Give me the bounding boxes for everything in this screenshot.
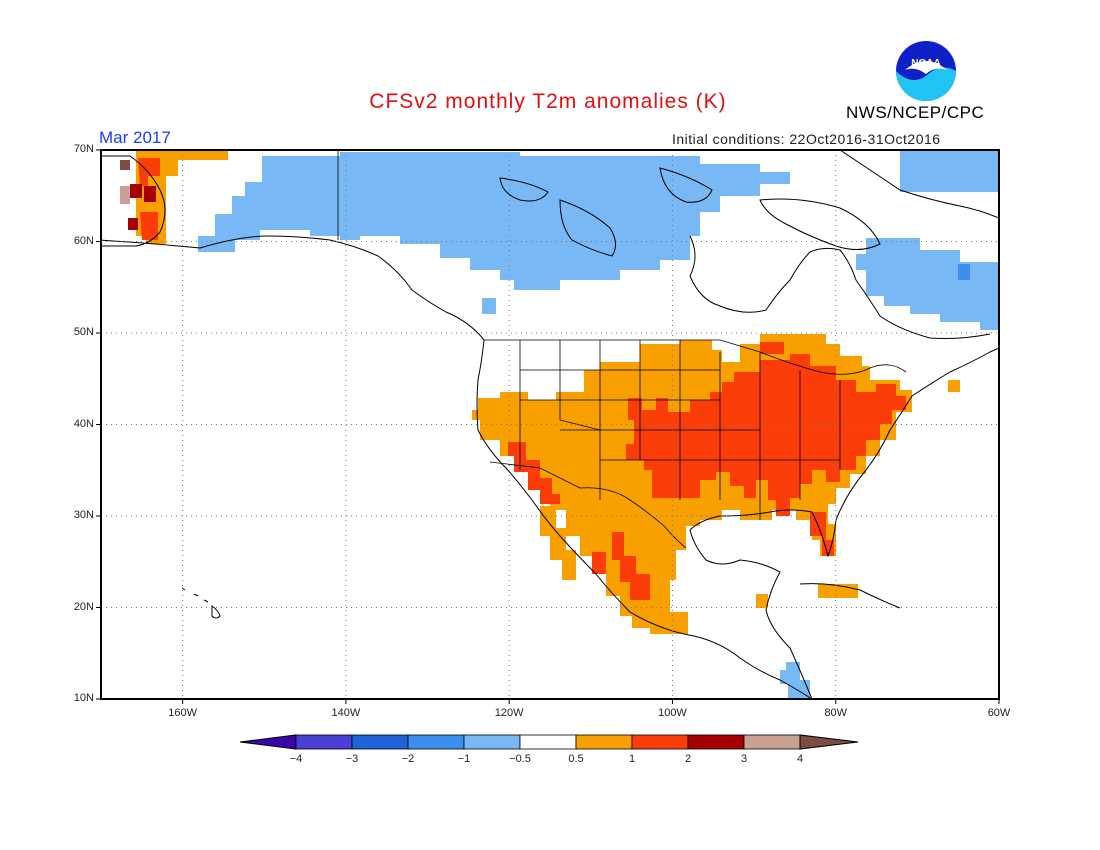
- cold-region-small-1: [482, 298, 496, 314]
- forecast-month: Mar 2017: [99, 128, 171, 147]
- cold-region-moderate: [958, 264, 970, 280]
- colorbar-box: [631, 734, 689, 750]
- colorbar-label: −3: [345, 753, 359, 765]
- colorbar-label: 1: [628, 753, 636, 765]
- cold-region-greenland: [900, 150, 999, 192]
- colorbar-box: [407, 734, 465, 750]
- strong-warm-mexico: [612, 532, 650, 600]
- agency-label: NWS/NCEP/CPC: [846, 103, 985, 122]
- colorbar-label: −0.5: [509, 753, 531, 765]
- strong-warm-great-lakes: [760, 342, 784, 354]
- max-warm-patch: [120, 160, 130, 170]
- lon-label: 100W: [658, 707, 687, 719]
- political-borders: [337, 150, 907, 549]
- strong-warm-mexico-west: [592, 552, 606, 574]
- strong-warm-southwest: [508, 442, 560, 504]
- very-warm-patch-3: [128, 218, 138, 230]
- gulf-coast: [689, 347, 999, 699]
- initial-conditions: Initial conditions: 22Oct2016-31Oct2016: [672, 131, 941, 147]
- cold-region-labrador: [856, 238, 998, 330]
- map-content: [101, 150, 999, 699]
- warm-region-baja: [540, 506, 576, 580]
- hudson-bay: [689, 235, 991, 339]
- us-mexico-border: [489, 461, 687, 549]
- very-warm-patch-1: [130, 184, 142, 198]
- very-strong-warm-anomaly-regions: [128, 184, 156, 230]
- colorbar-arrow-low: [239, 734, 297, 750]
- coastlines: [101, 150, 999, 699]
- colorbar-box: [575, 734, 633, 750]
- colorbar-box: [519, 734, 577, 750]
- lat-label: 20N: [73, 600, 94, 613]
- cold-region-canada-north: [198, 152, 790, 290]
- colorbar-arrow-high: [799, 734, 859, 750]
- lat-label: 50N: [73, 326, 94, 338]
- strong-warm-siberia-2: [140, 212, 158, 240]
- arctic-island-3: [499, 177, 549, 202]
- lat-label: 70N: [73, 143, 94, 155]
- cuba: [799, 583, 901, 609]
- colorbar-box: [743, 734, 801, 750]
- hawaii: [181, 587, 221, 619]
- us-canada-border: [484, 339, 907, 375]
- colorbar-label: 0.5: [568, 753, 584, 765]
- extreme-warm-patch-1: [120, 186, 130, 196]
- north-america-west-coast: [101, 235, 813, 699]
- colorbar-label: 2: [684, 753, 692, 765]
- colorbar-label: 3: [740, 753, 748, 765]
- colorbar-box: [687, 734, 745, 750]
- colorbar-box: [295, 734, 353, 750]
- extreme-warm-patch-2: [120, 196, 130, 204]
- lon-label: 140W: [331, 707, 361, 719]
- extreme-warm-anomaly-regions: [120, 186, 130, 204]
- lon-label: 60W: [987, 707, 1011, 719]
- colorbar-label: −1: [457, 753, 471, 765]
- axis-ticks: [96, 149, 1000, 704]
- colorbar-label: 4: [796, 753, 804, 765]
- strong-warm-florida: [810, 512, 834, 556]
- noaa-logo-icon: NOAA: [896, 41, 956, 101]
- colorbar-box: [351, 734, 409, 750]
- cold-anomaly-regions: [198, 150, 999, 699]
- lon-label: 160W: [168, 707, 197, 719]
- warm-region-caribbean: [756, 594, 768, 608]
- us-state-lines: [519, 340, 841, 520]
- arctic-islands: [559, 199, 616, 257]
- lat-label: 30N: [73, 509, 94, 521]
- map-title: CFSv2 monthly T2m anomalies (K): [369, 90, 727, 113]
- colorbar-box: [463, 734, 521, 750]
- colorbar-label: −4: [289, 753, 303, 765]
- arctic-island-2: [659, 167, 713, 203]
- lon-label: 120W: [494, 707, 524, 719]
- strong-warm-siberia: [138, 158, 160, 186]
- lat-label: 40N: [73, 417, 94, 430]
- very-warm-patch-2: [144, 186, 156, 202]
- lat-label: 60N: [73, 234, 94, 247]
- colorbar-label: −2: [401, 753, 415, 765]
- greenland-coast: [839, 150, 999, 219]
- warm-region-nova-scotia: [948, 380, 960, 392]
- siberia-coast: [101, 155, 166, 247]
- baffin-island: [759, 198, 881, 250]
- svg-text:NOAA: NOAA: [911, 58, 940, 69]
- cold-region-central-america: [780, 662, 810, 699]
- lat-label: 10N: [73, 692, 94, 704]
- lon-label: 80W: [824, 707, 848, 719]
